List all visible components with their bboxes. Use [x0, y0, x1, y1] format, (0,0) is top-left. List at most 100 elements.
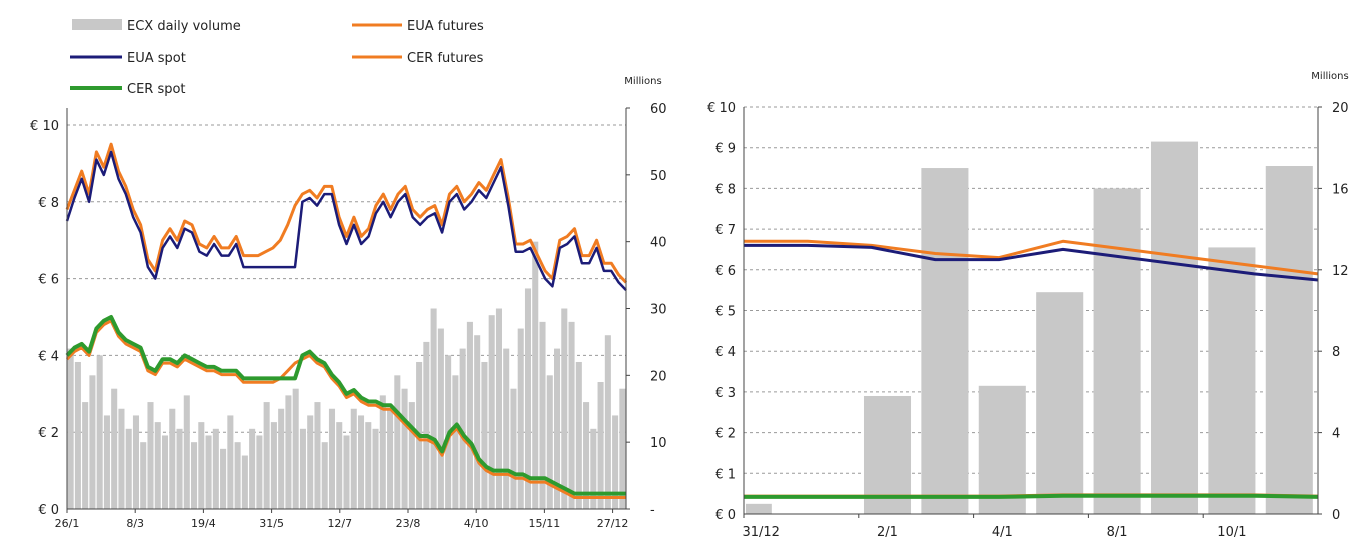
series-line-cer-spot — [744, 493, 1319, 499]
x-tick-label: 12/7 — [327, 517, 352, 530]
volume-bar — [299, 428, 306, 509]
x-tick-label: 4/10 — [464, 517, 489, 530]
volume-bar — [103, 415, 110, 509]
volume-bar — [350, 408, 357, 509]
y-right-tick-label: 12 — [1332, 264, 1349, 279]
legend-swatch-volume — [72, 19, 122, 30]
volume-bar — [132, 415, 139, 509]
volume-bar — [357, 415, 365, 509]
volume-bar — [256, 435, 263, 509]
volume-bar — [590, 428, 597, 509]
y-right-tick-label: 10 — [650, 436, 667, 451]
volume-bar — [205, 435, 212, 509]
x-tick-label: 8/1 — [1107, 525, 1128, 540]
legend-label-eua-spot: EUA spot — [127, 51, 186, 66]
volume-bar — [459, 348, 466, 509]
y-left-tick-label: € 8 — [38, 196, 59, 211]
volume-bar — [176, 428, 183, 509]
volume-bar — [408, 402, 415, 509]
chart-left: € 0 € 2 € 4 € 6 € 8 € 10 - 10 20 30 40 50 60 26/1 8/3 1… — [30, 102, 667, 530]
volume-bar — [423, 341, 430, 509]
volume-bar — [452, 375, 459, 509]
volume-bar — [1265, 166, 1313, 514]
volume-bar — [481, 361, 488, 509]
x-tick-label: 2/1 — [877, 525, 898, 540]
volume-bar — [198, 422, 205, 509]
volume-bar — [191, 442, 198, 509]
volume-bar — [307, 415, 314, 509]
volume-bar — [227, 415, 234, 509]
volume-bar — [921, 168, 969, 515]
legend-label-volume: ECX daily volume — [127, 19, 241, 34]
volume-bar — [314, 402, 321, 509]
volume-bar — [292, 388, 299, 509]
volume-bar — [118, 408, 125, 509]
y-right-tick-label: 16 — [1332, 182, 1349, 197]
x-tick-label: 4/1 — [992, 525, 1013, 540]
volume-bar — [285, 395, 292, 509]
volume-bar — [437, 328, 444, 509]
y-right-tick-label: 8 — [1332, 345, 1340, 360]
volume-bar — [234, 442, 241, 509]
legend-label-cer-spot: CER spot — [127, 82, 186, 97]
volume-bar — [1150, 141, 1199, 514]
volume-bar — [365, 422, 372, 509]
volume-bar — [89, 375, 96, 509]
y-left-tick-label: € 6 — [38, 273, 59, 288]
volume-bar — [546, 375, 553, 509]
volume-bar — [1208, 247, 1256, 515]
volume-bar — [554, 348, 561, 509]
volume-bar — [183, 395, 190, 509]
volume-bar — [612, 415, 619, 509]
left-right-axis-label: Millions — [624, 76, 661, 87]
volume-bar — [270, 422, 277, 509]
y-left-tick-label: € 2 — [38, 426, 59, 441]
volume-bar — [263, 402, 270, 509]
volume-bar — [495, 308, 502, 509]
volume-bar — [583, 402, 590, 509]
volume-bar — [372, 428, 379, 509]
volume-bar — [510, 388, 517, 509]
legend: ECX daily volume EUA spot CER spot EUA f… — [70, 19, 484, 97]
y-right-tick-label: 30 — [650, 303, 667, 318]
volume-bar — [524, 288, 532, 509]
y-right-tick-label: 60 — [650, 102, 667, 117]
volume-bar — [169, 408, 176, 509]
volume-bar — [328, 408, 336, 509]
volume-bar — [517, 328, 524, 509]
y-left-tick-label: € 2 — [715, 427, 736, 442]
y-left-tick-label: € 1 — [715, 467, 736, 482]
chart-right: € 0 € 1 € 2 € 3 € 4 € 5 € 6 € 7 € 8 € 9 € 10 0 4 8 12 1… — [707, 101, 1349, 540]
y-left-tick-label: € 10 — [707, 101, 736, 116]
x-tick-label: 15/11 — [529, 517, 561, 530]
legend-label-eua-futures: EUA futures — [407, 19, 484, 34]
volume-bar — [161, 435, 169, 509]
y-left-tick-label: € 5 — [715, 305, 736, 320]
volume-bar — [74, 361, 81, 509]
x-tick-label: 19/4 — [191, 517, 216, 530]
volume-bar — [336, 422, 343, 509]
x-tick-label: 27/12 — [597, 517, 629, 530]
volume-bar — [343, 435, 350, 509]
volume-bar — [379, 395, 386, 509]
volume-bar — [212, 428, 219, 509]
volume-bar — [619, 388, 626, 509]
volume-bar — [82, 402, 89, 509]
volume-bar — [140, 442, 147, 509]
volume-bar — [401, 388, 408, 509]
y-right-tick-label: 50 — [650, 169, 667, 184]
y-right-tick-label: - — [650, 503, 655, 518]
y-right-tick-label: 4 — [1332, 427, 1340, 442]
volume-bar — [111, 388, 118, 509]
y-left-tick-label: € 8 — [715, 182, 736, 197]
volume-bar — [154, 422, 161, 509]
series-line-cer-futures — [65, 319, 626, 499]
volume-bar — [978, 385, 1026, 514]
volume-bar — [746, 503, 772, 514]
volume-bar — [394, 375, 401, 509]
y-right-tick-label: 0 — [1332, 508, 1340, 523]
y-right-tick-label: 40 — [650, 236, 667, 251]
y-left-tick-label: € 6 — [715, 264, 736, 279]
volume-bar — [125, 428, 132, 509]
